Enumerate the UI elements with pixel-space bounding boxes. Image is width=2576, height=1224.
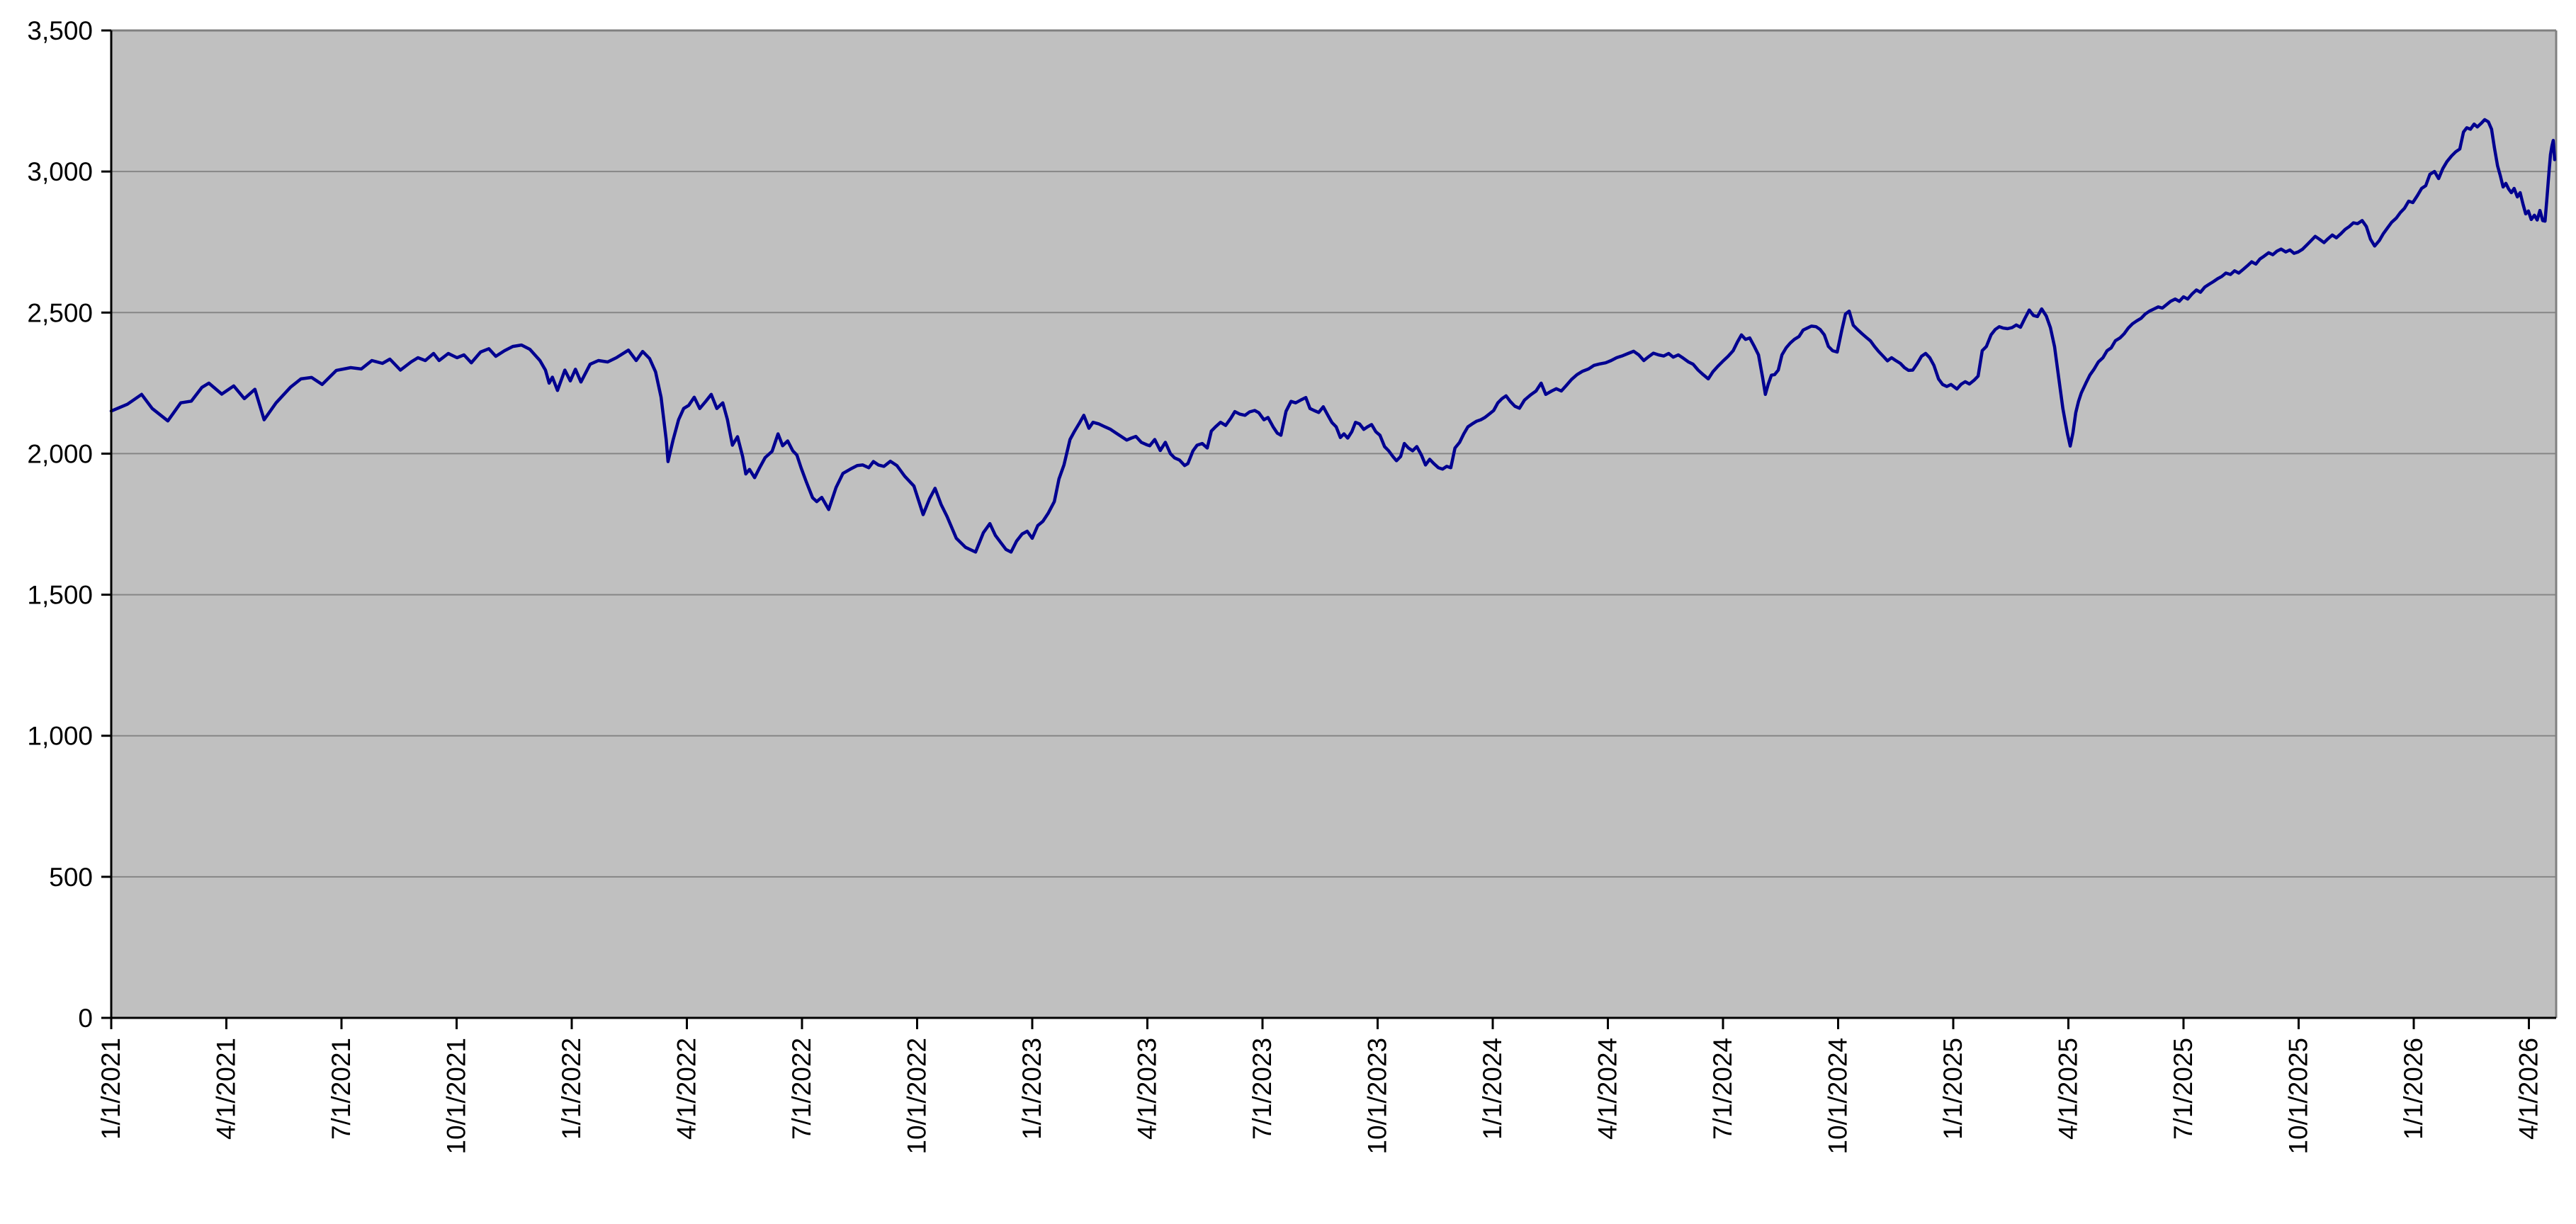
x-tick-label: 4/1/2023	[1133, 1038, 1162, 1140]
y-axis-labels: 0 500 1,000 1,500 2,000 2,500 3,000 3,500	[27, 16, 93, 1033]
y-tick-label: 3,000	[27, 157, 93, 186]
y-tick-label: 0	[78, 1004, 93, 1033]
x-tick-label: 4/1/2021	[212, 1038, 241, 1140]
x-tick-label: 10/1/2023	[1363, 1038, 1392, 1155]
plot-area	[111, 30, 2556, 1018]
x-tick-label: 10/1/2024	[1824, 1038, 1853, 1155]
x-tick-label: 7/1/2024	[1708, 1038, 1737, 1140]
x-tick-label: 7/1/2021	[327, 1038, 356, 1140]
y-tick-label: 1,000	[27, 722, 93, 751]
y-tick-label: 2,500	[27, 298, 93, 327]
x-tick-label: 10/1/2021	[442, 1038, 471, 1155]
y-tick-label: 2,000	[27, 439, 93, 468]
x-tick-label: 1/1/2024	[1478, 1038, 1507, 1140]
x-tick-label: 4/1/2026	[2514, 1038, 2543, 1140]
x-tick-label: 4/1/2024	[1593, 1038, 1622, 1140]
x-tick-label: 1/1/2021	[96, 1038, 125, 1140]
y-tick-label: 1,500	[27, 581, 93, 610]
y-tick-label: 500	[49, 863, 93, 892]
x-axis-ticks	[110, 1018, 2530, 1029]
x-axis-labels: 1/1/2021 4/1/2021 7/1/2021 10/1/2021 1/1/202…	[96, 1038, 2543, 1155]
x-tick-label: 7/1/2025	[2169, 1038, 2198, 1140]
x-tick-label: 1/1/2023	[1017, 1038, 1046, 1140]
x-tick-label: 1/1/2025	[1938, 1038, 1967, 1140]
x-tick-label: 4/1/2022	[672, 1038, 701, 1140]
y-axis-ticks	[101, 29, 111, 1019]
data-series-line	[109, 118, 2557, 554]
x-tick-label: 1/1/2026	[2399, 1038, 2428, 1140]
x-tick-label: 7/1/2023	[1248, 1038, 1277, 1140]
x-tick-label: 10/1/2022	[903, 1038, 932, 1155]
x-tick-label: 4/1/2025	[2054, 1038, 2083, 1140]
x-tick-label: 1/1/2022	[557, 1038, 586, 1140]
y-tick-label: 3,500	[27, 16, 93, 45]
x-tick-label: 10/1/2025	[2284, 1038, 2313, 1155]
x-tick-label: 7/1/2022	[787, 1038, 816, 1140]
axes	[110, 30, 2556, 1019]
plot-border	[111, 29, 2558, 1018]
